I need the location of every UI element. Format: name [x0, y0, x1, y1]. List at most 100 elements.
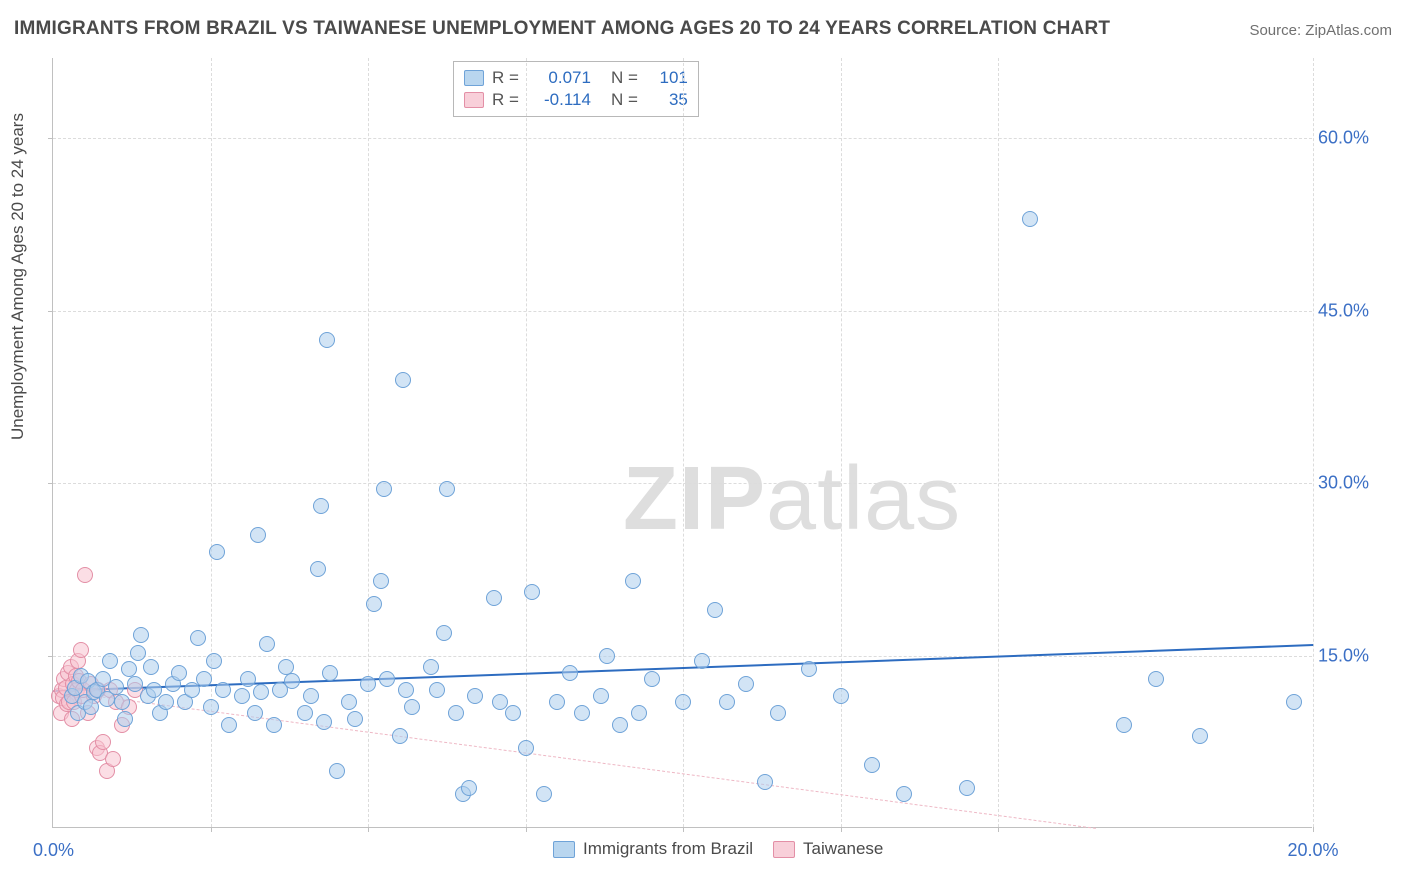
gridline-vertical [526, 58, 527, 827]
n-label: N = [611, 90, 638, 110]
legend-item: Immigrants from Brazil [553, 839, 753, 859]
data-point-blue [707, 602, 723, 618]
source-attribution: Source: ZipAtlas.com [1249, 22, 1392, 39]
data-point-blue [319, 332, 335, 348]
data-point-blue [234, 688, 250, 704]
data-point-blue [341, 694, 357, 710]
chart-title: IMMIGRANTS FROM BRAZIL VS TAIWANESE UNEM… [14, 18, 1110, 40]
data-point-blue [719, 694, 735, 710]
swatch-blue-icon [464, 70, 484, 86]
r-value: 0.071 [529, 68, 591, 88]
x-tick-label-end: 20.0% [1287, 840, 1338, 861]
x-tick-origin: 0.0% [33, 840, 74, 861]
data-point-blue [117, 711, 133, 727]
legend-item: Taiwanese [773, 839, 883, 859]
data-point-blue [1286, 694, 1302, 710]
data-point-blue [801, 661, 817, 677]
data-point-blue [360, 676, 376, 692]
data-point-blue [83, 699, 99, 715]
x-tick-mark [211, 827, 212, 832]
data-point-blue [247, 705, 263, 721]
data-point-blue [518, 740, 534, 756]
gridline-vertical [368, 58, 369, 827]
data-point-blue [404, 699, 420, 715]
gridline-vertical [841, 58, 842, 827]
data-point-blue [253, 684, 269, 700]
data-point-blue [171, 665, 187, 681]
r-label: R = [492, 68, 519, 88]
data-point-pink [105, 751, 121, 767]
data-point-blue [114, 694, 130, 710]
data-point-blue [392, 728, 408, 744]
data-point-blue [593, 688, 609, 704]
gridline-vertical [683, 58, 684, 827]
x-tick-mark [1313, 827, 1314, 832]
y-tick-mark [48, 138, 53, 139]
data-point-blue [143, 659, 159, 675]
data-point-blue [284, 673, 300, 689]
data-point-blue [631, 705, 647, 721]
gridline-vertical [998, 58, 999, 827]
y-tick-label: 15.0% [1318, 645, 1388, 666]
stats-row: R = -0.114 N = 35 [464, 89, 688, 111]
series-legend: Immigrants from Brazil Taiwanese [553, 839, 883, 859]
r-value: -0.114 [529, 90, 591, 110]
data-point-blue [250, 527, 266, 543]
n-value: 101 [648, 68, 688, 88]
data-point-blue [313, 498, 329, 514]
data-point-blue [347, 711, 363, 727]
y-tick-mark [48, 311, 53, 312]
y-tick-mark [48, 483, 53, 484]
data-point-blue [190, 630, 206, 646]
data-point-blue [395, 372, 411, 388]
data-point-blue [297, 705, 313, 721]
data-point-pink [73, 642, 89, 658]
data-point-blue [864, 757, 880, 773]
data-point-blue [215, 682, 231, 698]
data-point-blue [1192, 728, 1208, 744]
data-point-blue [896, 786, 912, 802]
data-point-blue [373, 573, 389, 589]
data-point-blue [133, 627, 149, 643]
swatch-pink-icon [464, 92, 484, 108]
data-point-blue [221, 717, 237, 733]
data-point-blue [612, 717, 628, 733]
y-tick-mark [48, 656, 53, 657]
x-tick-mark [683, 827, 684, 832]
data-point-blue [303, 688, 319, 704]
x-tick-mark [368, 827, 369, 832]
data-point-blue [398, 682, 414, 698]
data-point-blue [121, 661, 137, 677]
data-point-blue [203, 699, 219, 715]
data-point-blue [379, 671, 395, 687]
data-point-blue [738, 676, 754, 692]
data-point-blue [322, 665, 338, 681]
data-point-blue [675, 694, 691, 710]
data-point-blue [259, 636, 275, 652]
r-label: R = [492, 90, 519, 110]
x-tick-mark [526, 827, 527, 832]
data-point-blue [833, 688, 849, 704]
data-point-blue [206, 653, 222, 669]
data-point-blue [644, 671, 660, 687]
data-point-blue [599, 648, 615, 664]
data-point-blue [770, 705, 786, 721]
data-point-blue [549, 694, 565, 710]
data-point-blue [467, 688, 483, 704]
legend-label: Taiwanese [803, 839, 883, 859]
data-point-blue [266, 717, 282, 733]
data-point-blue [536, 786, 552, 802]
x-tick-mark [998, 827, 999, 832]
data-point-blue [461, 780, 477, 796]
data-point-blue [1022, 211, 1038, 227]
data-point-blue [158, 694, 174, 710]
data-point-blue [310, 561, 326, 577]
data-point-blue [486, 590, 502, 606]
data-point-blue [240, 671, 256, 687]
data-point-blue [366, 596, 382, 612]
data-point-pink [95, 734, 111, 750]
y-axis-label: Unemployment Among Ages 20 to 24 years [8, 113, 28, 440]
y-tick-label: 45.0% [1318, 300, 1388, 321]
n-value: 35 [648, 90, 688, 110]
correlation-stats-legend: R = 0.071 N = 101 R = -0.114 N = 35 [453, 61, 699, 117]
